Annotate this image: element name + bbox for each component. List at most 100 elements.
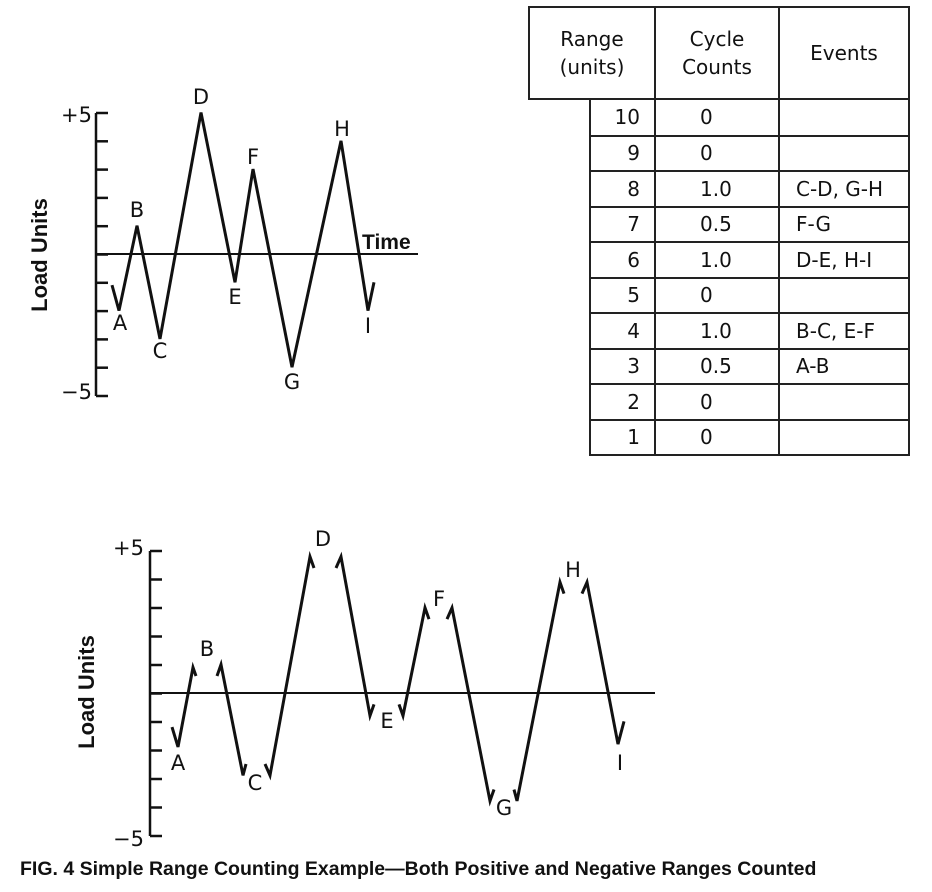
top-time-label: Time: [362, 231, 411, 254]
events-cell: [778, 276, 910, 314]
point-label-h: H: [334, 117, 350, 141]
point-label-c: C: [153, 339, 168, 363]
table-row: 4 1.0 B-C, E-F: [529, 312, 910, 350]
top-load-line: [110, 112, 376, 368]
top-y-min-label: −5: [61, 380, 92, 404]
range-cell: 8: [589, 170, 656, 208]
point-label-d: D: [193, 85, 209, 109]
point-label-a: A: [171, 751, 186, 775]
point-label-f: F: [433, 587, 445, 611]
header-events: Events: [778, 6, 910, 100]
range-cell: 3: [589, 347, 656, 385]
top-chart: Load Units +5 −5 Time A B C D E F G H I: [27, 85, 418, 404]
events-cell: D-E, H-I: [778, 241, 910, 279]
cycle-count-cell: 0: [654, 276, 780, 314]
range-count-table: Range (units) Cycle Counts Events 10 0 9 0 8…: [528, 6, 910, 456]
point-label-g: G: [284, 370, 300, 394]
range-cell: 4: [589, 312, 656, 350]
table-row: 8 1.0 C-D, G-H: [529, 170, 910, 208]
table-indent-cell: [529, 136, 590, 172]
load-stroke: [512, 576, 566, 802]
load-stroke: [263, 550, 316, 781]
cycle-count-cell: 1.0: [654, 312, 780, 350]
table-indent-cell: [529, 349, 590, 385]
range-cell: 10: [589, 98, 656, 137]
bottom-chart: Load Units +5 −5 A B C D E F G H I: [74, 527, 655, 851]
load-stroke: [580, 577, 626, 745]
point-label-f: F: [247, 145, 259, 169]
load-stroke: [334, 551, 376, 722]
range-cell: 2: [589, 383, 656, 421]
header-range-line2: (units): [559, 55, 625, 79]
table-row: 3 0.5 A-B: [529, 347, 910, 385]
point-label-e: E: [380, 709, 393, 733]
point-label-a: A: [113, 311, 128, 335]
cycle-count-cell: 0: [654, 383, 780, 421]
header-range: Range (units): [528, 6, 656, 100]
cycle-count-cell: 0: [654, 134, 780, 172]
table-indent-cell: [529, 278, 590, 314]
point-label-e: E: [228, 285, 241, 309]
point-label-b: B: [130, 198, 144, 222]
table-header-row: Range (units) Cycle Counts Events: [528, 6, 910, 100]
events-cell: F-G: [778, 205, 910, 243]
point-label-b: B: [200, 637, 214, 661]
point-label-g: G: [496, 796, 512, 820]
range-cell: 1: [589, 418, 656, 456]
bottom-point-labels: A B C D E F G H I: [171, 527, 623, 820]
point-label-h: H: [565, 558, 581, 582]
header-range-line1: Range: [560, 27, 624, 51]
load-stroke: [445, 602, 496, 807]
table-indent-cell: [529, 171, 590, 207]
bottom-load-strokes: [170, 550, 626, 807]
table-indent-cell: [529, 99, 590, 136]
header-cycle-line2: Counts: [682, 55, 752, 79]
point-label-i: I: [365, 314, 371, 338]
cycle-count-cell: 1.0: [654, 170, 780, 208]
load-stroke: [170, 661, 198, 748]
bottom-y-axis-label: Load Units: [74, 635, 99, 749]
range-cell: 5: [589, 276, 656, 314]
top-point-labels: A B C D E F G H I: [113, 85, 371, 394]
table-indent-cell: [529, 207, 590, 243]
header-cycle-line1: Cycle: [689, 27, 745, 51]
range-cell: 6: [589, 241, 656, 279]
events-cell: A-B: [778, 347, 910, 385]
bottom-y-max-label: +5: [113, 536, 144, 560]
cycle-count-cell: 0: [654, 418, 780, 456]
events-cell: [778, 418, 910, 456]
header-cycle-counts: Cycle Counts: [654, 6, 780, 100]
table-body: 10 0 9 0 8 1.0 C-D, G-H 7 0.5 F-G 6 1.0 D-E, H-I 5 0 4 1…: [529, 98, 910, 456]
top-y-max-label: +5: [61, 103, 92, 127]
point-label-d: D: [315, 527, 331, 551]
range-cell: 7: [589, 205, 656, 243]
table-row: 10 0: [529, 98, 910, 137]
figure-caption: FIG. 4 Simple Range Counting Example—Bot…: [20, 858, 817, 880]
bottom-y-min-label: −5: [113, 827, 144, 851]
point-label-c: C: [248, 771, 263, 795]
load-stroke: [397, 602, 431, 722]
events-cell: [778, 383, 910, 421]
table-indent-cell: [529, 313, 590, 349]
cycle-count-cell: 1.0: [654, 241, 780, 279]
table-indent-cell: [529, 420, 590, 456]
table-indent-cell: [529, 384, 590, 420]
events-cell: B-C, E-F: [778, 312, 910, 350]
events-cell: [778, 98, 910, 137]
range-cell: 9: [589, 134, 656, 172]
cycle-count-cell: 0: [654, 98, 780, 137]
top-y-ticks: [96, 111, 108, 398]
table-row: 7 0.5 F-G: [529, 205, 910, 243]
table-indent-cell: [529, 242, 590, 278]
load-stroke: [215, 658, 248, 776]
table-row: 6 1.0 D-E, H-I: [529, 241, 910, 279]
cycle-count-cell: 0.5: [654, 347, 780, 385]
cycle-count-cell: 0.5: [654, 205, 780, 243]
events-cell: C-D, G-H: [778, 170, 910, 208]
point-label-i: I: [617, 751, 623, 775]
